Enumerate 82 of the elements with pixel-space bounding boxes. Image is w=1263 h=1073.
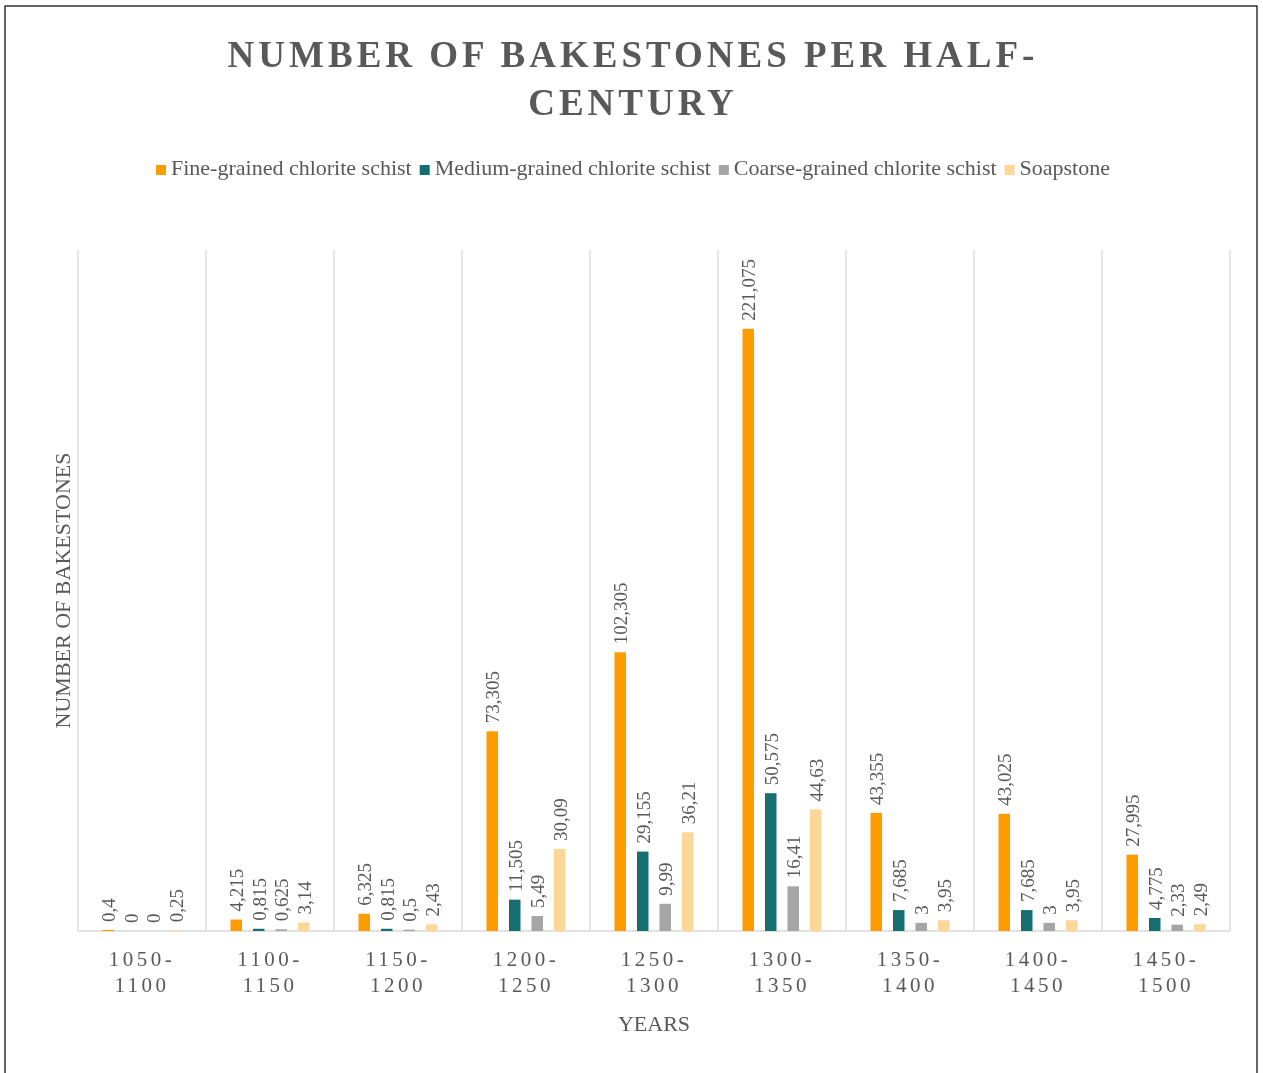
x-tick-label: 1050-1100 — [108, 947, 176, 997]
data-label: 9,99 — [655, 862, 677, 896]
chart-title: NUMBER OF BAKESTONES PER HALF-CENTURY — [227, 34, 1039, 123]
legend-label: Medium-grained chlorite schist — [434, 155, 711, 180]
bar — [1043, 922, 1055, 931]
data-label: 44,63 — [805, 758, 827, 802]
data-label: 6,325 — [354, 863, 376, 906]
data-label: 0,25 — [165, 889, 187, 923]
x-tick-label: 1250-1300 — [620, 947, 688, 997]
bar — [509, 899, 521, 931]
data-label: 3 — [911, 905, 933, 915]
data-label: 3 — [1039, 905, 1061, 915]
data-label: 2,49 — [1189, 882, 1211, 917]
legend-label: Soapstone — [1019, 155, 1111, 180]
data-label: 73,305 — [482, 671, 504, 724]
bar — [358, 913, 370, 931]
data-label: 29,155 — [632, 791, 654, 844]
data-label: 50,575 — [760, 732, 782, 786]
bar — [810, 809, 822, 931]
data-label: 7,685 — [888, 859, 910, 903]
bar — [765, 793, 777, 931]
x-tick-label: 1300-1350 — [748, 947, 816, 997]
data-label: 7,685 — [1016, 859, 1038, 903]
bar — [531, 916, 543, 931]
data-label: 4,215 — [226, 868, 248, 912]
data-label: 2,33 — [1167, 883, 1189, 917]
bar — [381, 928, 393, 931]
data-label: 102,305 — [610, 582, 632, 645]
bar — [1149, 917, 1161, 931]
data-label: 4,775 — [1144, 867, 1166, 910]
data-label: 2,43 — [421, 883, 443, 917]
x-tick-label: 1400-1450 — [1004, 947, 1072, 997]
data-label: 0,625 — [271, 878, 293, 922]
bar — [1021, 910, 1033, 931]
x-tick-label: 1350-1400 — [876, 947, 944, 997]
data-label: 16,41 — [783, 835, 805, 879]
x-tick-label: 1150-1200 — [365, 947, 431, 997]
y-axis-title: NUMBER OF BAKESTONES — [50, 452, 75, 729]
bar — [915, 922, 927, 931]
bar — [298, 922, 310, 931]
data-label: 0 — [143, 913, 165, 923]
x-tick-label: 1100-1150 — [237, 947, 303, 997]
bar — [870, 812, 882, 931]
data-label: 11,505 — [504, 840, 526, 892]
bar — [938, 920, 950, 931]
data-label: 36,21 — [677, 781, 699, 825]
legend-label: Fine-grained chlorite schist — [170, 155, 412, 180]
data-label: 3,14 — [293, 880, 315, 915]
bar — [426, 924, 438, 931]
bar — [637, 851, 649, 931]
bar — [787, 886, 799, 931]
bar — [682, 832, 694, 931]
bar — [1171, 924, 1183, 931]
bar — [554, 849, 566, 931]
data-label: 43,355 — [866, 752, 888, 805]
bar — [659, 903, 671, 931]
x-tick-label: 1450-1500 — [1132, 947, 1200, 997]
data-label: 43,025 — [994, 753, 1016, 806]
data-label: 221,075 — [738, 259, 760, 321]
data-label: 30,09 — [549, 798, 571, 842]
bar — [893, 910, 905, 931]
bar — [230, 919, 242, 931]
bar — [253, 928, 265, 931]
data-label: 0,4 — [98, 897, 120, 922]
data-label: 27,995 — [1122, 794, 1144, 847]
bar — [1066, 920, 1078, 931]
bar — [614, 652, 626, 931]
legend-label: Coarse-grained chlorite schist — [733, 155, 997, 180]
bar — [742, 328, 754, 931]
data-label: 3,95 — [1061, 878, 1083, 913]
data-label: 0,5 — [399, 897, 421, 922]
x-axis-title: YEARS — [617, 1011, 691, 1036]
data-label: 3,95 — [933, 878, 955, 913]
data-label: 0,815 — [376, 878, 398, 921]
bar — [998, 813, 1010, 931]
x-tick-label: 1200-1250 — [492, 947, 560, 997]
bar — [1194, 924, 1206, 931]
data-label: 5,49 — [527, 874, 549, 909]
data-label: 0,815 — [248, 878, 270, 921]
bar — [1126, 854, 1138, 931]
data-label: 0 — [120, 913, 142, 923]
bar — [486, 731, 498, 931]
